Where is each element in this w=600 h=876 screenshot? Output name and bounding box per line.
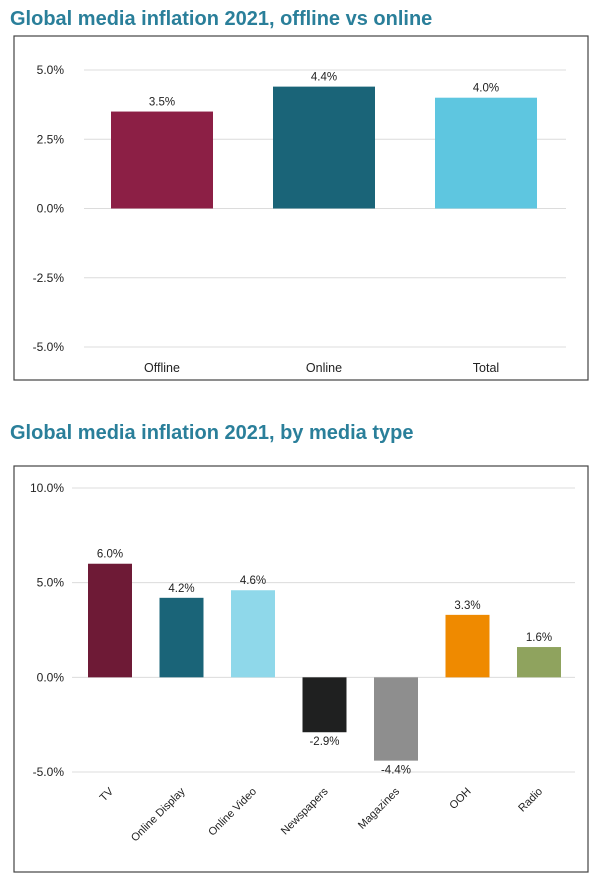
data-label: 3.5% <box>149 97 175 109</box>
chart-title-offline-online: Global media inflation 2021, offline vs … <box>10 8 433 30</box>
y-tick-label: 10.0% <box>30 481 64 495</box>
bar <box>445 614 490 678</box>
x-tick-label: TV <box>98 785 117 804</box>
data-label: -2.9% <box>309 736 339 748</box>
data-label: 4.4% <box>311 72 337 84</box>
y-tick-label: -5.0% <box>33 340 65 354</box>
x-tick-label: Radio <box>516 786 545 815</box>
x-tick-label: OOH <box>447 786 473 812</box>
data-label: 4.6% <box>240 575 266 587</box>
y-tick-label: -5.0% <box>33 765 65 779</box>
chart-frame <box>13 465 589 873</box>
y-tick-label: 5.0% <box>37 63 65 77</box>
x-tick-label: Online Display <box>129 785 188 844</box>
bar <box>517 647 561 678</box>
y-tick-label: 0.0% <box>37 670 65 684</box>
data-label: -4.4% <box>381 765 411 777</box>
data-label: 1.6% <box>526 632 552 644</box>
bar <box>374 677 418 761</box>
data-label: 6.0% <box>97 549 123 561</box>
y-tick-label: 0.0% <box>37 202 65 216</box>
y-tick-label: 5.0% <box>37 576 65 590</box>
x-tick-label: Online Video <box>206 786 259 839</box>
bar <box>159 597 204 678</box>
x-tick-label: Online <box>306 361 342 375</box>
bar <box>302 677 347 733</box>
bar <box>435 97 537 209</box>
offline-online-bar-chart: 5.0% 2.5% 0.0% -2.5% -5.0% 3.5% Offline 4.4% Onl… <box>13 35 589 381</box>
bar <box>111 111 213 209</box>
data-label: 4.2% <box>168 583 194 595</box>
x-tick-label: Total <box>473 361 499 375</box>
x-tick-label: Offline <box>144 361 180 375</box>
bar <box>231 590 275 678</box>
x-tick-label: Magazines <box>356 785 402 831</box>
chart-title-media-type: Global media inflation 2021, by media ty… <box>10 422 414 444</box>
data-label: 3.3% <box>454 600 480 612</box>
data-label: 4.0% <box>473 83 499 95</box>
y-tick-label: -2.5% <box>33 271 65 285</box>
bar <box>88 563 132 678</box>
chart-frame <box>13 35 589 381</box>
x-tick-label: Newspapers <box>279 785 331 837</box>
y-tick-label: 2.5% <box>37 132 65 146</box>
bar <box>273 86 375 209</box>
